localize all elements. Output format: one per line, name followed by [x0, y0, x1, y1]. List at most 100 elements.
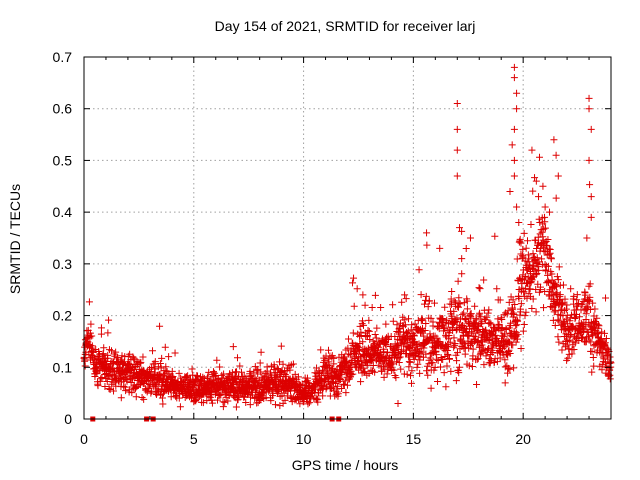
data-point — [585, 105, 593, 113]
data-point — [510, 310, 518, 318]
data-point — [506, 350, 514, 358]
data-point — [523, 294, 531, 302]
data-point — [363, 362, 371, 370]
data-point — [516, 235, 524, 243]
data-point — [514, 317, 522, 325]
data-point — [251, 375, 259, 383]
data-point — [450, 297, 458, 305]
data-point — [158, 354, 166, 362]
data-point — [520, 229, 528, 237]
data-point — [420, 332, 428, 340]
data-point — [158, 394, 166, 402]
data-point — [298, 380, 306, 388]
data-point — [567, 285, 575, 293]
data-point — [87, 320, 95, 328]
data-point — [594, 321, 602, 329]
data-point — [176, 403, 184, 411]
data-point — [274, 364, 282, 372]
data-point — [137, 358, 145, 366]
data-point — [88, 332, 96, 340]
data-point — [517, 239, 525, 247]
data-point — [99, 350, 107, 358]
data-point — [105, 385, 113, 393]
data-point — [426, 354, 434, 362]
data-point — [345, 350, 353, 358]
data-point — [359, 338, 367, 346]
data-point — [347, 371, 355, 379]
data-point — [549, 285, 557, 293]
data-point — [172, 392, 180, 400]
data-point — [510, 172, 518, 180]
data-point — [465, 344, 473, 352]
data-point — [353, 357, 361, 365]
data-point — [344, 335, 352, 343]
data-point — [573, 296, 581, 304]
data-point — [349, 279, 357, 287]
data-point — [513, 105, 521, 113]
data-point — [547, 303, 555, 311]
data-point — [444, 351, 452, 359]
data-point — [546, 245, 554, 253]
data-point — [236, 362, 244, 370]
data-point — [216, 363, 224, 371]
data-point — [208, 396, 216, 404]
data-point — [436, 244, 444, 252]
data-point — [531, 174, 539, 182]
data-point — [555, 317, 563, 325]
data-point — [521, 273, 529, 281]
x-tick-label: 15 — [406, 431, 422, 447]
data-point — [514, 331, 522, 339]
data-point — [455, 224, 463, 232]
data-point — [510, 156, 518, 164]
data-point — [411, 320, 419, 328]
data-point — [524, 251, 532, 259]
data-point — [467, 310, 475, 318]
data-point — [580, 306, 588, 314]
data-point — [484, 346, 492, 354]
data-point — [471, 302, 479, 310]
data-point — [585, 94, 593, 102]
data-point — [493, 285, 501, 293]
data-point — [528, 305, 536, 313]
data-point — [396, 353, 404, 361]
data-point — [314, 398, 322, 406]
data-point — [463, 297, 471, 305]
data-point — [104, 351, 112, 359]
data-point — [555, 263, 563, 271]
data-point — [461, 324, 469, 332]
data-point — [504, 307, 512, 315]
data-point — [513, 203, 521, 211]
y-tick-label: 0.2 — [53, 308, 73, 324]
data-point — [103, 378, 111, 386]
data-point — [353, 285, 361, 293]
data-point — [357, 378, 365, 386]
data-point — [447, 367, 455, 375]
data-point — [437, 363, 445, 371]
data-point — [454, 277, 462, 285]
data-point — [463, 305, 471, 313]
data-point — [475, 329, 483, 337]
data-point — [443, 316, 451, 324]
data-point — [167, 393, 175, 401]
data-point — [410, 332, 418, 340]
data-point — [517, 275, 525, 283]
data-point — [408, 321, 416, 329]
data-point — [434, 378, 442, 386]
data-point — [513, 89, 521, 97]
data-point — [423, 367, 431, 375]
data-point — [324, 346, 332, 354]
data-point — [422, 319, 430, 327]
data-point — [429, 359, 437, 367]
data-point — [256, 359, 264, 367]
data-point — [270, 363, 278, 371]
data-point — [192, 397, 200, 405]
data-point — [459, 338, 467, 346]
data-point — [581, 295, 589, 303]
data-point — [595, 322, 603, 330]
data-point — [389, 317, 397, 325]
data-point — [343, 381, 351, 389]
data-point — [159, 400, 167, 408]
data-point — [519, 245, 527, 253]
data-point — [276, 358, 284, 366]
data-point — [257, 348, 265, 356]
